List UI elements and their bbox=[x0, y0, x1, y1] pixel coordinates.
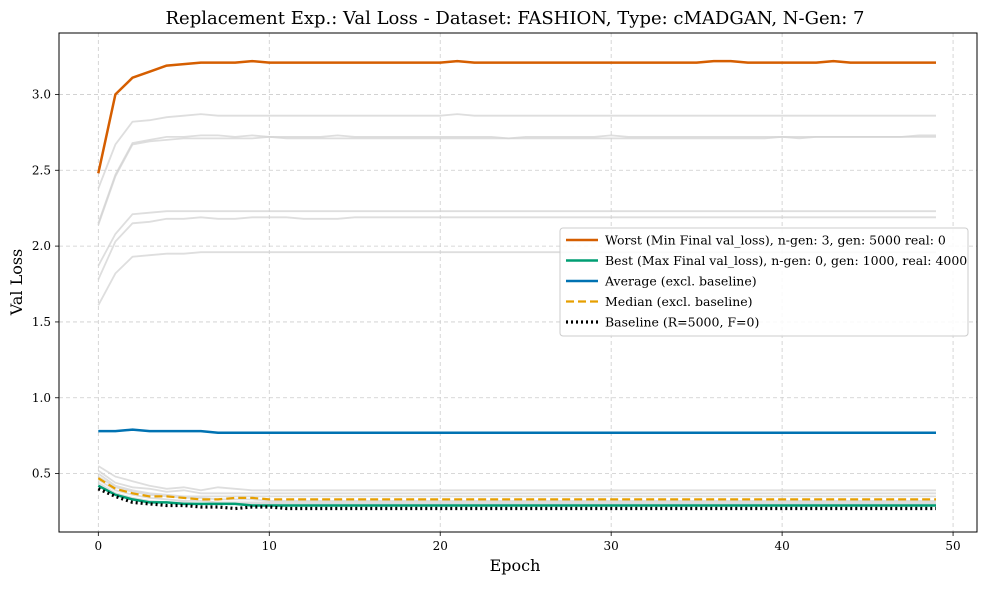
legend: Worst (Min Final val_loss), n-gen: 3, ge… bbox=[559, 227, 969, 337]
background-series-line bbox=[97, 478, 936, 504]
tick-layer: 0 10 20 30 40 50 0.5 1.0 1.5 2.0 2.5 3.0 bbox=[32, 87, 961, 553]
x-axis-label: Epoch bbox=[490, 556, 541, 575]
background-series-line bbox=[97, 113, 936, 189]
x-tick-label: 20 bbox=[433, 539, 448, 553]
legend-label: Baseline (R=5000, F=0) bbox=[605, 315, 759, 330]
background-series-line bbox=[97, 469, 936, 495]
x-tick-label: 50 bbox=[945, 539, 960, 553]
x-tick-label: 0 bbox=[94, 539, 102, 553]
x-tick-label: 40 bbox=[774, 539, 789, 553]
baseline-series-line bbox=[97, 487, 936, 511]
median-series-line bbox=[97, 477, 936, 501]
x-tick-label: 30 bbox=[604, 539, 619, 553]
background-series-line bbox=[97, 475, 936, 502]
y-tick-label: 2.5 bbox=[32, 163, 51, 177]
x-tick-label: 10 bbox=[262, 539, 277, 553]
background-series-line bbox=[97, 472, 936, 498]
legend-entry-baseline: Baseline (R=5000, F=0) bbox=[566, 315, 759, 330]
legend-label: Average (excl. baseline) bbox=[604, 274, 757, 289]
legend-entry-best: Best (Max Final val_loss), n-gen: 0, gen… bbox=[566, 253, 967, 268]
y-tick-label: 0.5 bbox=[32, 467, 51, 481]
background-series-layer bbox=[97, 113, 936, 505]
legend-entry-worst: Worst (Min Final val_loss), n-gen: 3, ge… bbox=[566, 233, 946, 248]
legend-box bbox=[559, 227, 969, 337]
background-series-line bbox=[97, 210, 936, 267]
background-series-line bbox=[97, 134, 936, 224]
y-axis-label: Val Loss bbox=[7, 249, 26, 317]
background-series-line bbox=[97, 134, 936, 226]
plot-frame bbox=[58, 32, 978, 533]
background-series-line bbox=[97, 465, 936, 492]
legend-label: Worst (Min Final val_loss), n-gen: 3, ge… bbox=[605, 233, 946, 248]
y-tick-label: 2.0 bbox=[32, 239, 51, 253]
series-layer bbox=[97, 59, 936, 511]
y-tick-label: 3.0 bbox=[32, 87, 51, 101]
legend-entry-average: Average (excl. baseline) bbox=[566, 274, 757, 289]
background-series-line bbox=[97, 216, 936, 280]
legend-label: Best (Max Final val_loss), n-gen: 0, gen… bbox=[605, 253, 967, 268]
y-tick-label: 1.5 bbox=[32, 315, 51, 329]
chart-title: Replacement Exp.: Val Loss - Dataset: FA… bbox=[166, 8, 865, 29]
y-tick-label: 1.0 bbox=[32, 391, 51, 405]
legend-entry-median: Median (excl. baseline) bbox=[566, 294, 753, 309]
worst-series-line bbox=[97, 59, 936, 174]
average-series-line bbox=[98, 428, 936, 434]
best-series-line bbox=[97, 484, 936, 507]
legend-label: Median (excl. baseline) bbox=[605, 294, 753, 309]
